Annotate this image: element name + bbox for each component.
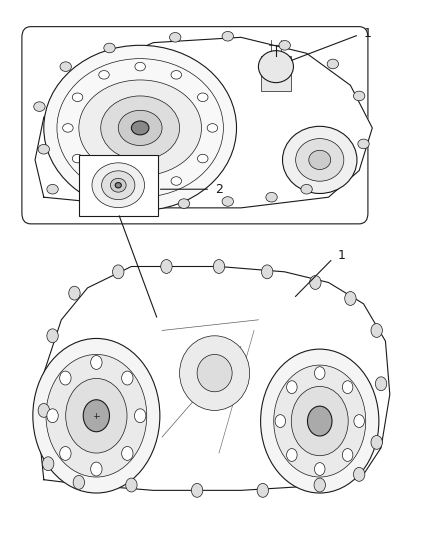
Ellipse shape [73, 475, 85, 489]
Ellipse shape [170, 33, 181, 42]
Ellipse shape [371, 435, 382, 449]
Ellipse shape [343, 449, 353, 462]
Ellipse shape [275, 415, 286, 427]
Ellipse shape [274, 365, 366, 477]
Ellipse shape [213, 260, 225, 273]
Ellipse shape [79, 80, 201, 176]
Ellipse shape [72, 155, 83, 163]
Ellipse shape [102, 171, 135, 200]
Ellipse shape [327, 59, 339, 69]
Ellipse shape [314, 367, 325, 379]
Ellipse shape [261, 349, 379, 493]
Ellipse shape [122, 371, 133, 385]
Ellipse shape [343, 381, 353, 393]
Ellipse shape [180, 336, 250, 410]
Ellipse shape [91, 462, 102, 476]
Ellipse shape [42, 457, 54, 471]
Ellipse shape [354, 415, 364, 427]
Ellipse shape [92, 163, 145, 208]
Ellipse shape [307, 406, 332, 436]
Ellipse shape [266, 192, 277, 202]
Text: 2: 2 [215, 183, 223, 196]
Ellipse shape [358, 139, 369, 149]
Ellipse shape [113, 265, 124, 279]
Ellipse shape [286, 449, 297, 462]
Ellipse shape [47, 409, 58, 423]
Ellipse shape [72, 93, 83, 101]
Ellipse shape [46, 354, 147, 477]
Ellipse shape [314, 478, 325, 492]
Ellipse shape [63, 124, 73, 132]
Ellipse shape [291, 386, 348, 456]
Ellipse shape [83, 400, 110, 432]
Ellipse shape [314, 463, 325, 475]
Ellipse shape [375, 377, 387, 391]
Ellipse shape [222, 31, 233, 41]
Ellipse shape [301, 184, 312, 194]
Ellipse shape [82, 195, 93, 205]
Ellipse shape [279, 41, 290, 50]
Ellipse shape [122, 447, 133, 461]
Ellipse shape [91, 356, 102, 369]
Ellipse shape [353, 467, 365, 481]
Ellipse shape [135, 185, 145, 193]
Ellipse shape [104, 43, 115, 53]
Ellipse shape [198, 93, 208, 101]
Ellipse shape [38, 144, 49, 154]
Ellipse shape [134, 409, 146, 423]
Ellipse shape [197, 354, 232, 392]
Ellipse shape [69, 286, 80, 300]
Ellipse shape [101, 96, 180, 160]
Bar [261, 56, 291, 91]
Ellipse shape [66, 378, 127, 453]
Ellipse shape [191, 483, 203, 497]
Ellipse shape [171, 177, 181, 185]
Ellipse shape [60, 447, 71, 461]
FancyBboxPatch shape [22, 27, 368, 224]
Ellipse shape [135, 62, 145, 71]
Ellipse shape [126, 199, 137, 208]
Ellipse shape [222, 197, 233, 206]
Ellipse shape [131, 121, 149, 135]
Ellipse shape [161, 260, 172, 273]
Ellipse shape [33, 338, 160, 493]
Ellipse shape [34, 102, 45, 111]
Ellipse shape [60, 371, 71, 385]
Ellipse shape [126, 478, 137, 492]
Ellipse shape [118, 110, 162, 146]
Ellipse shape [207, 124, 218, 132]
Text: 1: 1 [364, 27, 372, 39]
Ellipse shape [178, 199, 190, 208]
Ellipse shape [286, 381, 297, 393]
Bar [79, 155, 158, 216]
Ellipse shape [44, 45, 237, 211]
Ellipse shape [60, 62, 71, 71]
Ellipse shape [296, 139, 344, 181]
Ellipse shape [171, 70, 182, 79]
Ellipse shape [115, 182, 121, 188]
Ellipse shape [261, 265, 273, 279]
Ellipse shape [283, 126, 357, 193]
Ellipse shape [99, 70, 110, 79]
Ellipse shape [309, 150, 331, 169]
Text: 1: 1 [338, 249, 346, 262]
Ellipse shape [47, 184, 58, 194]
Ellipse shape [345, 292, 356, 305]
Ellipse shape [47, 329, 58, 343]
Ellipse shape [257, 483, 268, 497]
Ellipse shape [38, 403, 49, 417]
Ellipse shape [353, 91, 365, 101]
Polygon shape [35, 37, 372, 208]
Ellipse shape [371, 324, 382, 337]
Ellipse shape [198, 155, 208, 163]
Ellipse shape [310, 276, 321, 289]
Ellipse shape [99, 177, 109, 185]
Ellipse shape [258, 51, 293, 83]
Polygon shape [39, 266, 390, 490]
Ellipse shape [110, 179, 126, 192]
